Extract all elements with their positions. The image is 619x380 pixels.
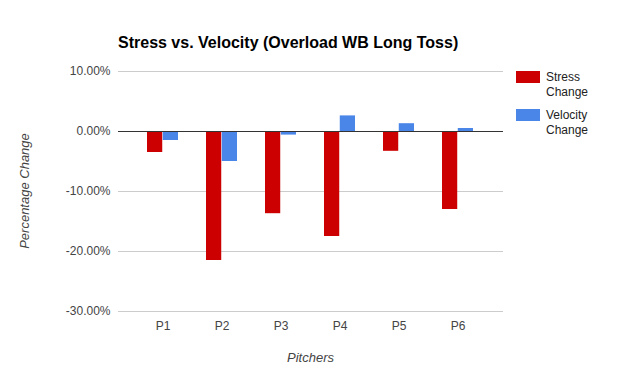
- svg-text:10.00%: 10.00%: [70, 64, 111, 78]
- html-text:Pitchers: Pitchers: [287, 350, 334, 365]
- svg-text:-30.00%: -30.00%: [66, 304, 111, 318]
- svg-text:-10.00%: -10.00%: [66, 184, 111, 198]
- svg-text:P4: P4: [333, 319, 348, 333]
- svg-text:0.00%: 0.00%: [76, 124, 110, 138]
- svg-text:P6: P6: [451, 319, 466, 333]
- svg-text:P1: P1: [156, 319, 171, 333]
- svg-text:-20.00%: -20.00%: [66, 244, 111, 258]
- svg-text:P3: P3: [274, 319, 289, 333]
- html-text:Stress Change: Stress Change: [546, 70, 588, 99]
- html-text:Percentage Change: Percentage Change: [16, 133, 32, 249]
- svg-text:P5: P5: [392, 319, 407, 333]
- svg-text:P2: P2: [215, 319, 230, 333]
- html-text:Stress vs. Velocity (Overload: Stress vs. Velocity (Overload WB Long To…: [118, 34, 459, 51]
- html-text:Velocity Change: Velocity Change: [546, 108, 588, 137]
